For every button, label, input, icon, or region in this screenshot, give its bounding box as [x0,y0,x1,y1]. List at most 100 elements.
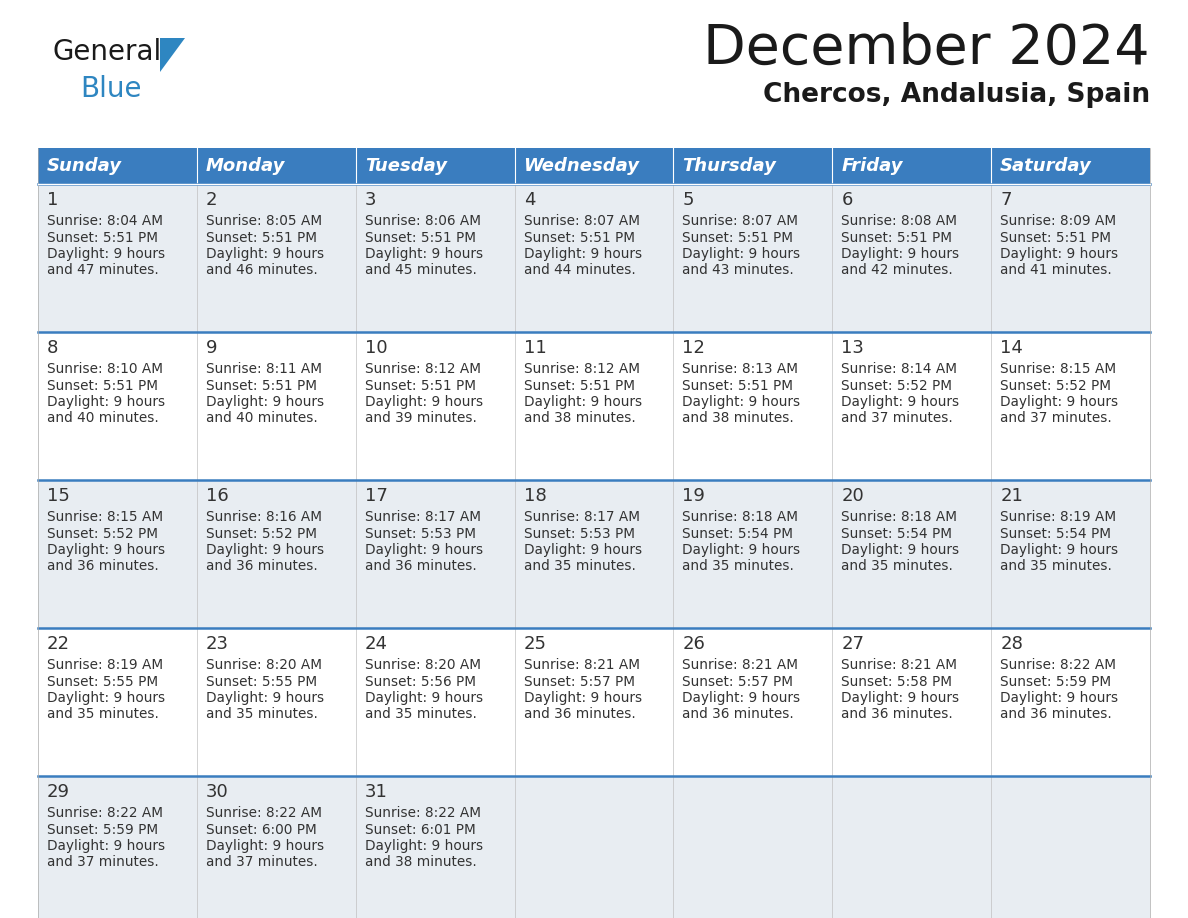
Text: Sunset: 5:55 PM: Sunset: 5:55 PM [206,675,317,688]
Bar [355,332,514,480]
Text: Daylight: 9 hours: Daylight: 9 hours [1000,247,1118,261]
Text: 18: 18 [524,487,546,505]
Text: and 35 minutes.: and 35 minutes. [365,708,476,722]
Text: Sunrise: 8:13 AM: Sunrise: 8:13 AM [682,362,798,376]
Text: 28: 28 [1000,635,1023,653]
Text: Wednesday: Wednesday [524,157,639,175]
Text: Sunrise: 8:09 AM: Sunrise: 8:09 AM [1000,214,1117,228]
Text: Sunset: 5:53 PM: Sunset: 5:53 PM [365,527,475,541]
Text: Sunset: 5:51 PM: Sunset: 5:51 PM [524,230,634,244]
Text: 31: 31 [365,783,387,801]
Bar [833,628,991,776]
Text: 23: 23 [206,635,229,653]
Text: Sunset: 5:52 PM: Sunset: 5:52 PM [48,527,158,541]
Text: Daylight: 9 hours: Daylight: 9 hours [48,543,165,557]
Text: and 38 minutes.: and 38 minutes. [682,411,795,426]
Text: Sunrise: 8:07 AM: Sunrise: 8:07 AM [682,214,798,228]
Text: and 46 minutes.: and 46 minutes. [206,263,317,277]
Text: 30: 30 [206,783,228,801]
Bar [514,628,674,776]
Text: Daylight: 9 hours: Daylight: 9 hours [682,247,801,261]
Text: Daylight: 9 hours: Daylight: 9 hours [365,395,482,409]
Text: and 36 minutes.: and 36 minutes. [48,559,159,574]
Text: Daylight: 9 hours: Daylight: 9 hours [206,395,324,409]
Text: Friday: Friday [841,157,903,175]
Text: Daylight: 9 hours: Daylight: 9 hours [1000,543,1118,557]
Text: Sunset: 5:56 PM: Sunset: 5:56 PM [365,675,475,688]
Text: and 36 minutes.: and 36 minutes. [1000,708,1112,722]
Text: Sunset: 5:52 PM: Sunset: 5:52 PM [841,378,953,393]
Polygon shape [160,38,185,72]
Bar [991,628,1150,776]
Text: Daylight: 9 hours: Daylight: 9 hours [682,543,801,557]
Text: December 2024: December 2024 [703,22,1150,76]
Text: Sunrise: 8:22 AM: Sunrise: 8:22 AM [206,806,322,820]
Text: Sunrise: 8:06 AM: Sunrise: 8:06 AM [365,214,481,228]
Text: #1a1a1a: #1a1a1a [52,37,58,38]
Text: Sunset: 5:54 PM: Sunset: 5:54 PM [841,527,953,541]
Text: Sunrise: 8:22 AM: Sunrise: 8:22 AM [365,806,481,820]
Text: Sunrise: 8:21 AM: Sunrise: 8:21 AM [841,658,958,672]
Text: and 44 minutes.: and 44 minutes. [524,263,636,277]
Text: Daylight: 9 hours: Daylight: 9 hours [524,395,642,409]
Text: Sunrise: 8:16 AM: Sunrise: 8:16 AM [206,510,322,524]
Text: 27: 27 [841,635,865,653]
Text: Sunrise: 8:17 AM: Sunrise: 8:17 AM [524,510,639,524]
Text: and 39 minutes.: and 39 minutes. [365,411,476,426]
Text: Sunrise: 8:15 AM: Sunrise: 8:15 AM [48,510,163,524]
Text: and 37 minutes.: and 37 minutes. [841,411,953,426]
Text: and 42 minutes.: and 42 minutes. [841,263,953,277]
Text: Sunset: 5:54 PM: Sunset: 5:54 PM [1000,527,1111,541]
Text: Daylight: 9 hours: Daylight: 9 hours [48,839,165,853]
Text: Sunrise: 8:22 AM: Sunrise: 8:22 AM [1000,658,1117,672]
Text: 14: 14 [1000,339,1023,357]
Bar [674,776,833,918]
Text: Daylight: 9 hours: Daylight: 9 hours [1000,691,1118,705]
Text: and 36 minutes.: and 36 minutes. [841,708,953,722]
Bar [38,776,197,918]
Bar [514,776,674,918]
Text: and 35 minutes.: and 35 minutes. [524,559,636,574]
Text: Sunrise: 8:05 AM: Sunrise: 8:05 AM [206,214,322,228]
Text: Daylight: 9 hours: Daylight: 9 hours [841,543,960,557]
Bar [991,776,1150,918]
Text: and 36 minutes.: and 36 minutes. [365,559,476,574]
Text: Daylight: 9 hours: Daylight: 9 hours [841,691,960,705]
Text: 1: 1 [48,191,58,209]
Bar [355,628,514,776]
Text: 24: 24 [365,635,387,653]
Bar [355,148,514,184]
Text: Sunset: 5:51 PM: Sunset: 5:51 PM [365,378,475,393]
Bar [514,148,674,184]
Text: and 40 minutes.: and 40 minutes. [48,411,159,426]
Text: Sunset: 5:51 PM: Sunset: 5:51 PM [48,230,158,244]
Text: Daylight: 9 hours: Daylight: 9 hours [841,395,960,409]
Text: Daylight: 9 hours: Daylight: 9 hours [682,395,801,409]
Bar [38,332,197,480]
Text: Daylight: 9 hours: Daylight: 9 hours [206,691,324,705]
Text: and 47 minutes.: and 47 minutes. [48,263,159,277]
Text: and 37 minutes.: and 37 minutes. [206,856,317,869]
Text: and 35 minutes.: and 35 minutes. [206,708,317,722]
Text: Sunrise: 8:17 AM: Sunrise: 8:17 AM [365,510,481,524]
Text: 6: 6 [841,191,853,209]
Text: 8: 8 [48,339,58,357]
Text: Sunrise: 8:15 AM: Sunrise: 8:15 AM [1000,362,1117,376]
Text: Sunset: 5:51 PM: Sunset: 5:51 PM [206,230,317,244]
Bar [833,184,991,332]
Bar [833,776,991,918]
Bar [197,628,355,776]
Text: and 36 minutes.: and 36 minutes. [524,708,636,722]
Text: Sunset: 5:51 PM: Sunset: 5:51 PM [365,230,475,244]
Bar [833,148,991,184]
Bar [991,184,1150,332]
Text: 19: 19 [682,487,706,505]
Text: Sunset: 6:01 PM: Sunset: 6:01 PM [365,823,475,836]
Text: 9: 9 [206,339,217,357]
Text: 16: 16 [206,487,228,505]
Bar [38,628,197,776]
Bar [38,184,197,332]
Text: Thursday: Thursday [682,157,776,175]
Text: 17: 17 [365,487,387,505]
Text: 29: 29 [48,783,70,801]
